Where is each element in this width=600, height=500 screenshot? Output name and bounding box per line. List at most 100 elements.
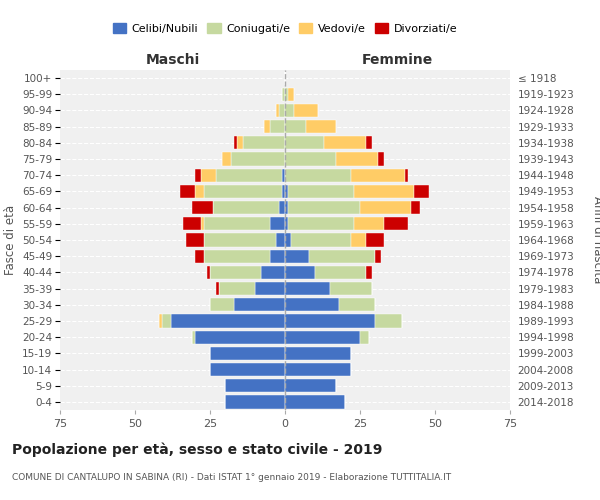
Bar [285, 201, 288, 214]
Bar [336, 152, 378, 166]
Bar [366, 234, 384, 246]
Bar [285, 88, 288, 101]
Bar [213, 201, 279, 214]
Bar [279, 104, 285, 117]
Bar [411, 201, 420, 214]
Bar [204, 234, 276, 246]
Bar [210, 346, 285, 360]
Y-axis label: Fasce di età: Fasce di età [4, 205, 17, 275]
Bar [171, 314, 285, 328]
Bar [276, 234, 285, 246]
Bar [414, 185, 429, 198]
Bar [285, 104, 294, 117]
Bar [270, 217, 285, 230]
Bar [183, 217, 201, 230]
Bar [270, 250, 285, 263]
Bar [216, 282, 219, 295]
Bar [285, 379, 336, 392]
Bar [285, 266, 315, 279]
Bar [159, 314, 162, 328]
Bar [210, 266, 261, 279]
Bar [210, 298, 234, 312]
Bar [285, 234, 291, 246]
Bar [237, 136, 243, 149]
Bar [195, 250, 204, 263]
Bar [282, 168, 285, 182]
Bar [375, 250, 381, 263]
Bar [201, 168, 216, 182]
Bar [255, 282, 285, 295]
Bar [285, 363, 351, 376]
Bar [285, 152, 336, 166]
Bar [276, 104, 279, 117]
Bar [264, 120, 270, 134]
Bar [339, 298, 375, 312]
Bar [288, 185, 354, 198]
Bar [354, 185, 414, 198]
Bar [378, 152, 384, 166]
Bar [216, 168, 282, 182]
Bar [306, 120, 336, 134]
Bar [207, 266, 210, 279]
Bar [288, 88, 294, 101]
Bar [222, 152, 231, 166]
Bar [285, 314, 375, 328]
Bar [354, 217, 384, 230]
Bar [285, 396, 345, 408]
Bar [225, 379, 285, 392]
Bar [204, 217, 270, 230]
Bar [201, 217, 204, 230]
Legend: Celibi/Nubili, Coniugati/e, Vedovi/e, Divorziati/e: Celibi/Nubili, Coniugati/e, Vedovi/e, Di… [109, 20, 461, 37]
Bar [285, 346, 351, 360]
Bar [180, 185, 195, 198]
Bar [294, 104, 318, 117]
Bar [210, 363, 285, 376]
Bar [285, 168, 351, 182]
Bar [285, 330, 360, 344]
Bar [285, 185, 288, 198]
Bar [204, 250, 270, 263]
Text: Popolazione per età, sesso e stato civile - 2019: Popolazione per età, sesso e stato civil… [12, 442, 382, 457]
Bar [309, 250, 375, 263]
Bar [192, 201, 213, 214]
Bar [360, 330, 369, 344]
Text: Maschi: Maschi [145, 53, 200, 67]
Bar [195, 330, 285, 344]
Bar [282, 88, 285, 101]
Bar [360, 201, 411, 214]
Bar [192, 330, 195, 344]
Bar [330, 282, 372, 295]
Bar [384, 217, 408, 230]
Bar [282, 185, 285, 198]
Bar [162, 314, 171, 328]
Bar [234, 298, 285, 312]
Bar [285, 217, 288, 230]
Bar [291, 234, 351, 246]
Bar [195, 168, 201, 182]
Bar [219, 282, 255, 295]
Bar [204, 185, 282, 198]
Bar [375, 314, 402, 328]
Bar [225, 396, 285, 408]
Text: COMUNE DI CANTALUPO IN SABINA (RI) - Dati ISTAT 1° gennaio 2019 - Elaborazione T: COMUNE DI CANTALUPO IN SABINA (RI) - Dat… [12, 472, 451, 482]
Bar [366, 266, 372, 279]
Bar [285, 250, 309, 263]
Bar [279, 201, 285, 214]
Bar [288, 201, 360, 214]
Bar [195, 185, 204, 198]
Bar [351, 234, 366, 246]
Text: Femmine: Femmine [362, 53, 433, 67]
Bar [234, 136, 237, 149]
Bar [186, 234, 204, 246]
Bar [243, 136, 285, 149]
Bar [324, 136, 366, 149]
Bar [288, 217, 354, 230]
Y-axis label: Anni di nascita: Anni di nascita [591, 196, 600, 284]
Bar [285, 298, 339, 312]
Bar [270, 120, 285, 134]
Bar [285, 136, 324, 149]
Bar [285, 120, 306, 134]
Bar [351, 168, 405, 182]
Bar [231, 152, 285, 166]
Bar [366, 136, 372, 149]
